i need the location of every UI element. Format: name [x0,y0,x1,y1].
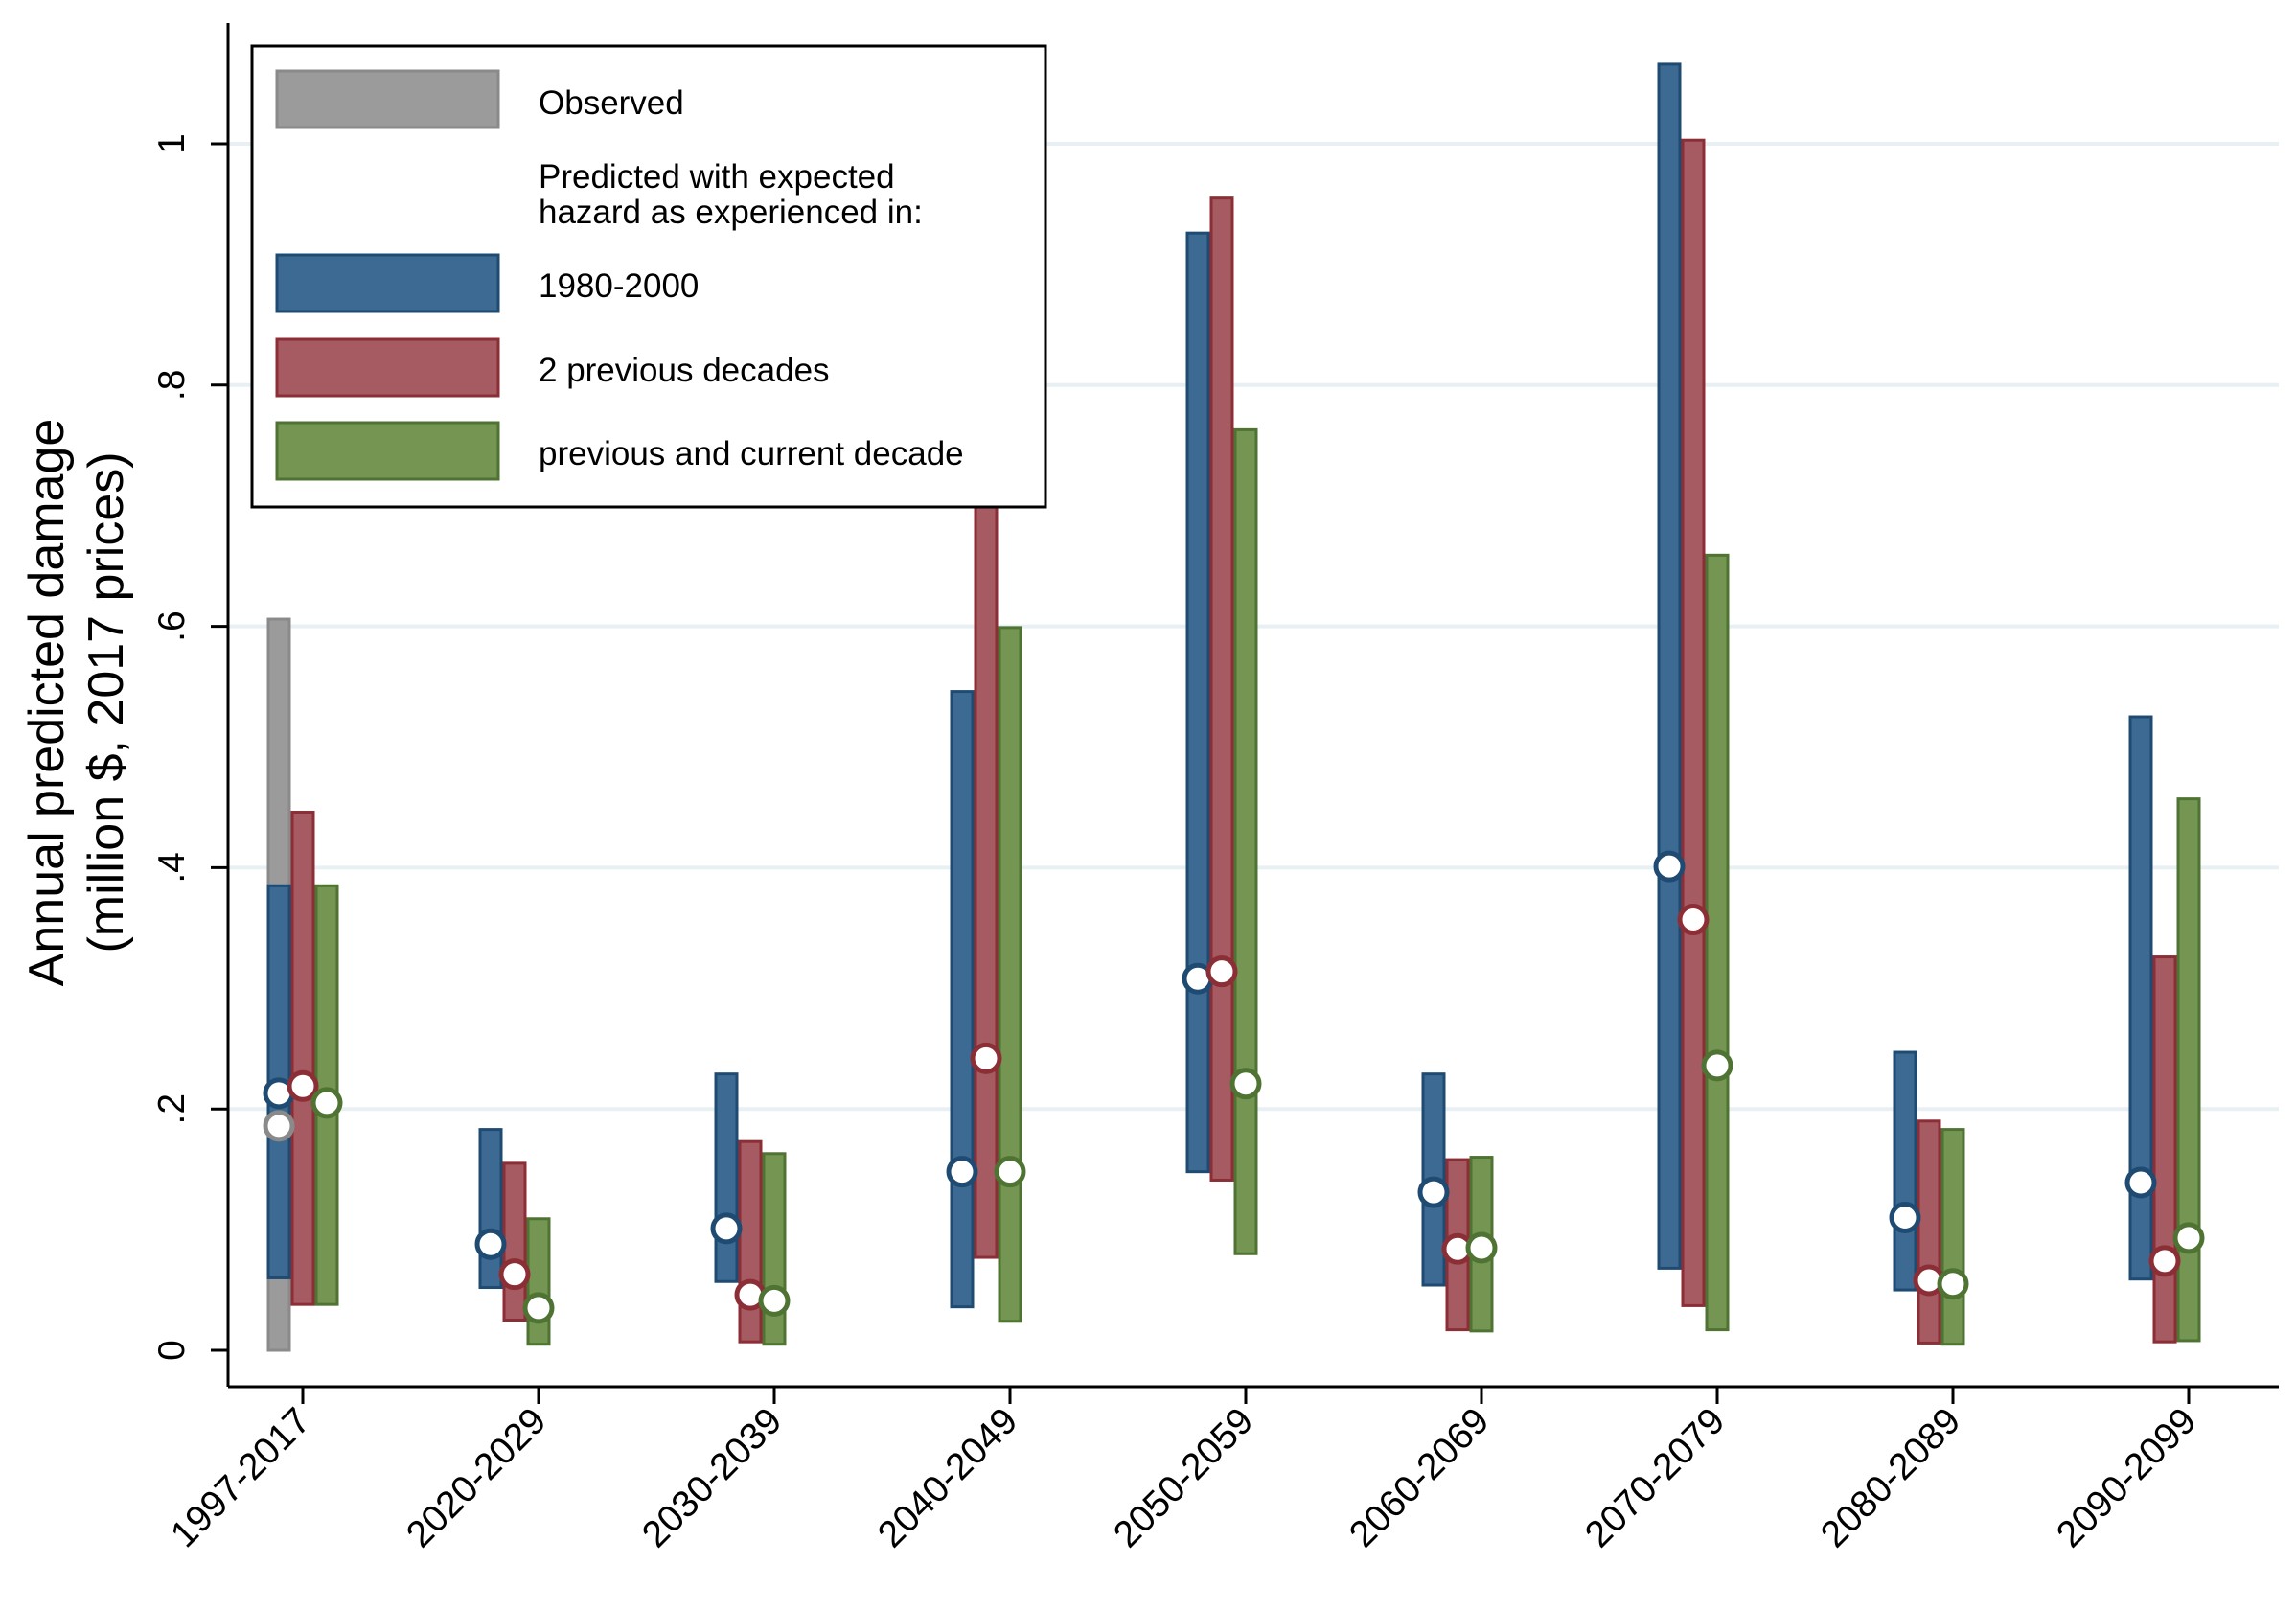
bar-2-previous-decades-2090-2099 [2152,955,2177,1344]
y-tick-label-1: 1 [151,133,193,154]
point-previous-and-current-decade-2070-2079 [1701,1049,1733,1082]
point-markers [263,850,2205,1324]
bar-2-previous-decades-2050-2059 [1209,196,1234,1182]
legend-subheading-line-1: Predicted with expected [539,158,895,196]
point-previous-and-current-decade-1997-2017 [310,1087,343,1119]
bar-2-previous-decades-2080-2089 [1917,1119,1941,1345]
legend-swatch-previous-and-current-decade [275,421,500,481]
bar-2-previous-decades-2070-2079 [1681,138,1706,1307]
bar-previous-and-current-decade-2080-2089 [1940,1128,1965,1346]
legend-swatch-2-previous-decades [275,337,500,398]
point-previous-and-current-decade-2050-2059 [1229,1068,1262,1100]
bar-previous-and-current-decade-2090-2099 [2176,797,2201,1343]
legend-swatch-1980-2000 [275,253,500,313]
bar-previous-and-current-decade-2040-2049 [998,626,1022,1323]
bar-1980-2000-2090-2099 [2128,715,2153,1281]
bar-1980-2000-2080-2089 [1893,1050,1917,1292]
bar-1980-2000-2030-2039 [714,1072,739,1283]
legend-label-1980-2000: 1980-2000 [539,267,699,305]
y-tick-label-.4: .4 [151,852,193,884]
point-2-previous-decades-2090-2099 [2148,1245,2181,1277]
y-tick-label-.2: .2 [151,1093,193,1125]
point-previous-and-current-decade-2080-2089 [1937,1268,1969,1300]
axes [226,23,2279,1389]
y-axis-title-line-1: Annual predicted damage [19,419,75,987]
point-1980-2000-2020-2029 [474,1228,507,1260]
point-2-previous-decades-2070-2079 [1677,904,1710,936]
point-1980-2000-2080-2089 [1889,1202,1921,1234]
point-2-previous-decades-2040-2049 [970,1042,1002,1074]
y-tick-label-.8: .8 [151,370,193,402]
point-1980-2000-2070-2079 [1653,850,1686,883]
y-axis-title-line-2: (million $, 2017 prices) [79,451,134,953]
point-1980-2000-2060-2069 [1417,1176,1450,1208]
bar-previous-and-current-decade-2070-2079 [1705,553,1730,1332]
point-previous-and-current-decade-2020-2029 [522,1292,555,1324]
bar-1980-2000-2040-2049 [950,690,975,1309]
legend-subheading-line-2: hazard as experienced in: [539,194,923,231]
bar-1980-2000-2050-2059 [1185,231,1210,1174]
legend-label-observed: Observed [539,84,684,122]
point-previous-and-current-decade-2030-2039 [758,1284,791,1317]
bar-2-previous-decades-2020-2029 [502,1162,527,1322]
point-observed-1997-2017 [263,1110,295,1142]
point-1980-2000-2030-2039 [710,1212,743,1245]
bar-2-previous-decades-2040-2049 [974,393,999,1259]
bar-2-previous-decades-1997-2017 [290,810,315,1306]
bar-1980-2000-2020-2029 [478,1128,503,1290]
point-previous-and-current-decade-2040-2049 [994,1156,1026,1188]
bar-previous-and-current-decade-2020-2029 [526,1217,551,1346]
bar-2-previous-decades-2030-2039 [738,1139,763,1344]
bar-previous-and-current-decade-2050-2059 [1233,427,1258,1255]
point-1980-2000-2040-2049 [946,1156,978,1188]
point-2-previous-decades-2050-2059 [1205,955,1238,988]
legend: Observed Predicted with expected hazard … [250,44,1047,509]
legend-swatch-observed [275,69,500,129]
y-tick-label-0: 0 [151,1340,193,1361]
point-1980-2000-2090-2099 [2124,1166,2157,1199]
legend-label-previous-and-current-decade: previous and current decade [539,435,964,472]
bar-1980-2000-2070-2079 [1657,62,1682,1270]
y-axis-title: Annual predicted damage (million $, 2017… [19,419,134,987]
y-tick-label-.6: .6 [151,610,193,642]
y-axis-ticks: 0 .2 .4 .6 .8 1 [151,133,228,1361]
point-previous-and-current-decade-2090-2099 [2172,1222,2205,1254]
point-previous-and-current-decade-2060-2069 [1465,1231,1498,1264]
point-2-previous-decades-1997-2017 [287,1070,319,1102]
point-2-previous-decades-2020-2029 [498,1258,531,1291]
legend-label-2-previous-decades: 2 previous decades [539,352,830,389]
